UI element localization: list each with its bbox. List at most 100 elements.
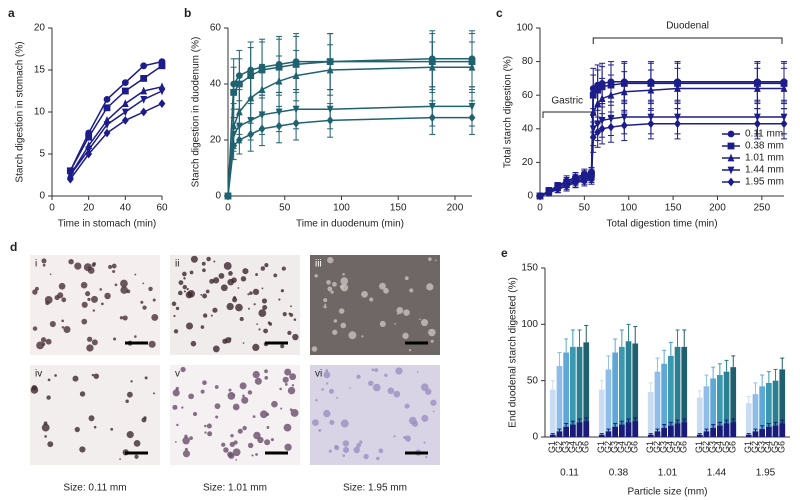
marker: [598, 94, 606, 102]
gastric-bar: [563, 426, 569, 437]
particle: [266, 426, 270, 429]
particle: [42, 342, 46, 346]
particle: [202, 313, 208, 318]
y-tick-label: 150: [521, 263, 538, 274]
gastric-bar: [612, 426, 618, 437]
gastric-bar: [717, 425, 723, 437]
marker: [647, 85, 655, 94]
particle: [332, 329, 338, 335]
particle: [232, 393, 235, 396]
particle: [206, 256, 211, 262]
particle: [173, 329, 179, 334]
marker: [647, 119, 655, 129]
x-tick-label: 60: [156, 203, 168, 214]
series-line: [539, 123, 784, 197]
particle: [289, 373, 297, 381]
particle: [134, 454, 139, 459]
legend-label: 0.11 mm: [745, 129, 783, 140]
legend-marker: [727, 153, 735, 162]
particle: [255, 273, 259, 276]
particle: [252, 370, 260, 379]
marker: [753, 84, 761, 92]
particle: [40, 337, 47, 343]
y-tick-label: 0: [532, 432, 538, 443]
x-tick-label: 40: [120, 203, 132, 214]
particle: [227, 278, 235, 286]
legend-marker: [727, 177, 735, 187]
particle: [356, 442, 362, 448]
group-label: G6: [630, 441, 640, 453]
gastric-bar: [625, 422, 632, 437]
bar: [625, 341, 632, 437]
particle: [325, 382, 329, 385]
particle: [404, 435, 411, 442]
particle: [221, 442, 226, 447]
particle: [153, 392, 155, 395]
marker: [292, 118, 300, 128]
particle: [186, 288, 189, 291]
particle: [323, 371, 331, 379]
particle: [192, 411, 198, 417]
particle: [229, 441, 235, 448]
group-label: G2: [603, 441, 613, 453]
particle: [333, 319, 338, 323]
particle: [311, 346, 318, 352]
particle: [36, 341, 45, 350]
bar: [576, 346, 583, 437]
particle: [369, 297, 374, 302]
particle: [387, 387, 395, 395]
legend-label: 1.01 mm: [745, 153, 784, 164]
marker: [563, 181, 571, 191]
particle: [222, 338, 228, 344]
particle: [93, 425, 97, 429]
particle: [321, 388, 324, 391]
marker: [103, 121, 111, 129]
series-line: [227, 105, 472, 197]
y-axis-label: Starch digestion in duodenum (%): [191, 37, 202, 188]
x-tick-label: 1.01: [658, 468, 678, 479]
y-tick-label: 40: [522, 123, 534, 134]
x-tick-label: 0: [537, 203, 543, 214]
gastric-bar: [674, 423, 681, 437]
x-tick-label: 150: [665, 203, 682, 214]
particle: [133, 439, 141, 447]
particle: [393, 435, 396, 438]
particle: [323, 298, 328, 303]
bar: [745, 403, 752, 437]
particle: [144, 376, 148, 380]
particle: [180, 366, 186, 373]
particle: [120, 286, 128, 294]
marker: [554, 184, 562, 194]
particle: [239, 316, 244, 322]
particle: [92, 309, 96, 312]
gastric-bar: [779, 423, 786, 437]
marker: [85, 149, 93, 159]
particle: [292, 333, 299, 341]
particle: [290, 409, 299, 417]
particle: [349, 387, 351, 389]
y-tick-label: 60: [210, 23, 222, 34]
particle: [240, 276, 247, 282]
group-label: G1: [547, 441, 557, 453]
bracket: [592, 37, 783, 44]
particle: [252, 343, 260, 351]
particle: [342, 454, 345, 457]
particle: [282, 312, 287, 317]
particle: [178, 280, 184, 286]
particle: [91, 295, 98, 303]
group-label: G5: [672, 441, 682, 453]
marker: [121, 116, 129, 125]
bar: [668, 355, 674, 437]
gastric-bar: [605, 431, 612, 437]
x-tick-label: 1.44: [707, 468, 727, 479]
particle: [329, 419, 335, 425]
particle: [342, 273, 345, 276]
particle: [314, 274, 318, 278]
micrograph-label: iii: [315, 259, 322, 270]
series-line: [227, 66, 472, 197]
marker: [103, 128, 111, 138]
particle: [404, 403, 410, 409]
particle: [223, 262, 232, 270]
group-label: G4: [665, 441, 675, 453]
particle: [259, 410, 268, 419]
